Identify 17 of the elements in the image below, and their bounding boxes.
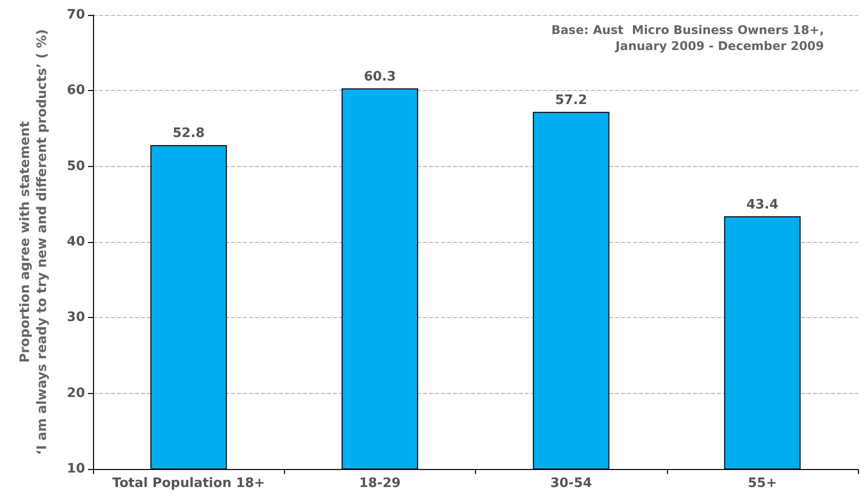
data-label: 43.4 bbox=[746, 197, 778, 212]
x-tick-label: 55+ bbox=[748, 476, 777, 491]
y-tick-label: 10 bbox=[66, 462, 85, 476]
y-tick-label: 20 bbox=[66, 386, 85, 401]
x-tick-label: 18-29 bbox=[359, 476, 401, 491]
annotation: Base: Aust Micro Business Owners 18+, January 2009 - December 2009 bbox=[551, 23, 824, 53]
data-label: 52.8 bbox=[172, 126, 205, 142]
y-tick-label: 30 bbox=[66, 310, 85, 326]
y-tick-label: 70 bbox=[66, 8, 85, 22]
data-label: 57.2 bbox=[555, 92, 588, 108]
y-tick-label: 50 bbox=[66, 158, 85, 174]
y-tick-label: 60 bbox=[66, 83, 85, 98]
data-label: 60.3 bbox=[364, 69, 396, 84]
x-tick-label: 30-54 bbox=[550, 476, 592, 491]
y-axis-title: Proportion agree with statement ‘I am always ready to try new and different products’ ( %) bbox=[18, 29, 50, 455]
x-tick-label: Total Population 18+ bbox=[112, 476, 265, 491]
y-tick-label: 40 bbox=[66, 234, 85, 250]
